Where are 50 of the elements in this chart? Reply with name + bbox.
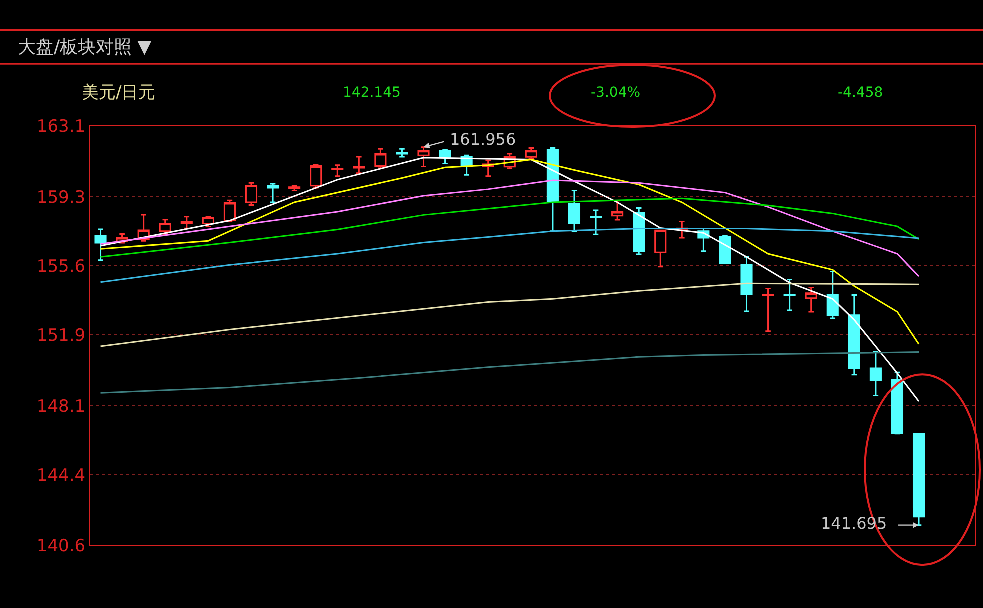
candlestick bbox=[740, 256, 753, 312]
chart-title: 大盘/板块对照 ▼ bbox=[18, 37, 152, 58]
y-tick-label: 159.3 bbox=[36, 188, 86, 208]
candlestick bbox=[418, 146, 430, 168]
candlestick bbox=[805, 287, 818, 313]
candlestick bbox=[633, 208, 646, 256]
y-tick-label: 163.1 bbox=[36, 116, 86, 137]
y-tick-label: 148.1 bbox=[36, 396, 86, 417]
line-series bbox=[100, 157, 920, 402]
candlestick bbox=[870, 352, 882, 397]
candlestick bbox=[353, 156, 366, 174]
candlestick bbox=[374, 148, 387, 170]
candlestick bbox=[848, 294, 860, 376]
text: 142.145 bbox=[343, 85, 401, 101]
candlestick bbox=[94, 228, 107, 262]
candlestick bbox=[439, 150, 452, 164]
line-series bbox=[100, 198, 920, 258]
line-series bbox=[100, 282, 920, 348]
line-series bbox=[100, 159, 920, 346]
y-tick-label: 155.6 bbox=[36, 256, 86, 277]
candlestick bbox=[612, 200, 624, 221]
candlestick bbox=[245, 182, 258, 206]
candlestick bbox=[762, 288, 774, 332]
candlestick bbox=[784, 278, 796, 312]
candlestick bbox=[224, 200, 236, 222]
candlestick bbox=[826, 270, 839, 320]
candlestick bbox=[180, 216, 193, 230]
annotation: 161.956 bbox=[450, 130, 516, 149]
candlestick bbox=[396, 148, 408, 158]
candlestick bbox=[546, 147, 559, 232]
y-tick-label: 151.9 bbox=[36, 326, 86, 346]
line-series bbox=[100, 352, 920, 394]
candlestick bbox=[288, 185, 301, 192]
candlestick bbox=[267, 183, 280, 204]
candlestick bbox=[332, 164, 344, 178]
candlestick bbox=[310, 164, 322, 189]
line-series bbox=[100, 228, 920, 284]
candlestick bbox=[654, 230, 667, 268]
candlestick bbox=[568, 190, 581, 232]
candlestick bbox=[891, 372, 904, 435]
candlestick bbox=[719, 235, 732, 264]
candlestick bbox=[525, 147, 538, 160]
y-tick-label: 144.4 bbox=[36, 466, 86, 486]
text: -4.458 bbox=[838, 85, 884, 101]
text: -3.04% bbox=[591, 85, 641, 101]
line-series bbox=[100, 180, 920, 278]
y-tick-label: 140.6 bbox=[36, 536, 86, 557]
candlestick bbox=[590, 210, 602, 236]
candlestick bbox=[912, 433, 926, 526]
chart-subtitle: 美元/日元 bbox=[82, 83, 156, 103]
